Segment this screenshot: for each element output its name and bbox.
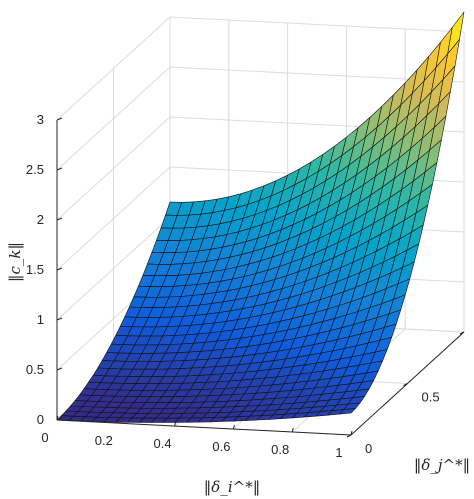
z-tick-mark — [56, 267, 63, 271]
x-tick-mark — [56, 415, 59, 421]
y-axis-label: ‖δ_j^*‖ — [414, 456, 470, 474]
z-tick-label: 2 — [37, 212, 44, 227]
x-tick-mark — [115, 418, 118, 424]
y-tick-mark — [346, 434, 352, 438]
z-tick-mark — [56, 167, 63, 171]
x-tick-label: 0.2 — [95, 433, 113, 448]
z-tick-label: 2.5 — [26, 162, 44, 177]
x-tick-mark — [174, 421, 177, 427]
z-tick-mark — [56, 367, 63, 371]
z-tick-label: 3 — [37, 112, 44, 127]
z-tick-label: 1 — [37, 312, 44, 327]
z-tick-mark — [56, 117, 63, 121]
x-tick-label: 1 — [335, 445, 342, 460]
z-tick-mark — [56, 217, 63, 221]
y-tick-label: 0 — [365, 441, 372, 456]
y-tick-mark — [459, 331, 465, 335]
y-tick-label: 0.5 — [422, 390, 440, 405]
surface-mesh — [56, 11, 465, 423]
y-tick-mark — [403, 383, 408, 386]
x-tick-mark — [291, 427, 294, 433]
z-tick-label: 0 — [37, 412, 44, 427]
x-tick-label: 0.8 — [271, 442, 289, 457]
x-axis-line — [56, 419, 352, 436]
z-axis-label: ‖c_k‖ — [6, 242, 24, 282]
z-tick-label: 0.5 — [26, 362, 44, 377]
z-tick-mark — [56, 317, 63, 321]
x-tick-mark — [350, 430, 353, 436]
x-axis-label: ‖δ_i^*‖ — [204, 478, 260, 496]
x-tick-label: 0.4 — [154, 436, 172, 451]
x-tick-label: 0 — [41, 430, 48, 445]
surface-patch — [338, 408, 356, 415]
z-tick-mark — [56, 417, 63, 421]
x-tick-label: 0.6 — [212, 439, 230, 454]
z-tick-label: 1.5 — [26, 262, 44, 277]
x-tick-mark — [232, 424, 235, 430]
